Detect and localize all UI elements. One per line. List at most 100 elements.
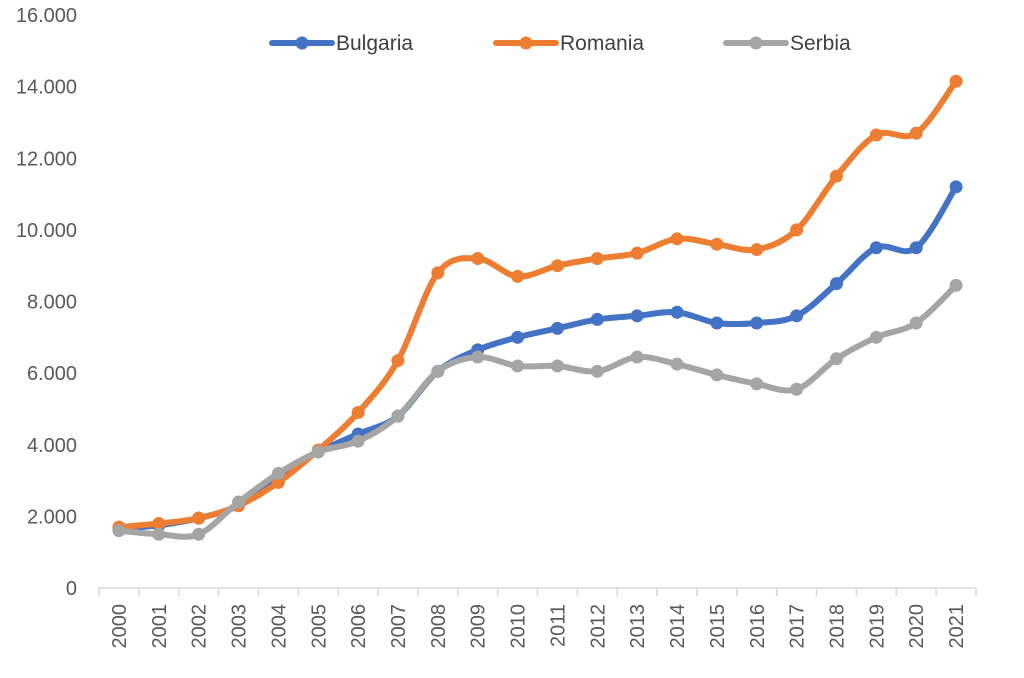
y-tick-label: 8.000: [27, 292, 77, 314]
data-point-bulgaria: [630, 309, 644, 323]
data-point-romania: [790, 223, 804, 237]
data-point-romania: [949, 74, 963, 88]
x-tick-label: 2020: [906, 604, 928, 649]
data-point-bulgaria: [670, 305, 684, 319]
data-point-serbia: [949, 278, 963, 292]
data-point-bulgaria: [750, 316, 764, 330]
data-point-serbia: [351, 434, 365, 448]
x-tick-label: 2017: [787, 604, 809, 649]
y-tick-label: 2.000: [27, 506, 77, 528]
data-point-romania: [471, 252, 485, 266]
data-point-serbia: [232, 495, 246, 509]
x-axis: 2000 2001 2002 2003 2004 2005 2006 2007 2008 2009…: [98, 587, 977, 649]
y-tick-label: 6.000: [27, 363, 77, 385]
data-point-romania: [192, 511, 206, 525]
data-point-serbia: [550, 359, 564, 373]
x-tick-label: 2011: [547, 604, 569, 647]
y-tick-label: 0: [66, 578, 77, 600]
data-point-romania: [670, 232, 684, 246]
legend: Bulgaria Romania Serbia: [269, 32, 851, 55]
y-axis: 0 2.000 4.000 6.000 8.000 10.000 12.000 14.000 1…: [16, 5, 77, 600]
legend-swatch-marker: [749, 36, 763, 50]
data-point-bulgaria: [949, 180, 963, 194]
data-point-serbia: [192, 527, 206, 541]
data-point-romania: [351, 406, 365, 420]
x-tick-label: 2000: [109, 604, 131, 649]
legend-swatch-marker: [519, 36, 533, 50]
y-tick-label: 4.000: [27, 435, 77, 457]
data-point-romania: [869, 128, 883, 142]
data-point-romania: [909, 126, 923, 140]
y-tick-label: 12.000: [16, 148, 77, 170]
data-point-romania: [590, 252, 604, 266]
data-point-serbia: [590, 364, 604, 378]
data-point-romania: [511, 269, 525, 283]
legend-swatch-marker: [295, 36, 309, 50]
data-point-bulgaria: [869, 241, 883, 255]
data-point-bulgaria: [590, 312, 604, 326]
y-tick-label: 16.000: [16, 5, 77, 27]
series-serbia: [112, 278, 963, 541]
x-tick-label: 2004: [268, 604, 290, 649]
data-point-serbia: [271, 466, 285, 480]
x-tick-label: 2002: [189, 604, 211, 649]
legend-label: Bulgaria: [336, 32, 413, 55]
data-point-bulgaria: [710, 316, 724, 330]
x-tick-label: 2019: [866, 604, 888, 649]
legend-label: Romania: [560, 32, 644, 55]
x-tick-label: 2014: [667, 604, 689, 649]
data-point-romania: [710, 237, 724, 251]
series-line-romania: [115, 78, 960, 531]
data-point-romania: [271, 475, 285, 489]
data-point-romania: [152, 517, 166, 531]
x-tick-label: 2001: [149, 604, 171, 649]
x-tick-label: 2006: [348, 604, 370, 649]
x-tick-label: 2005: [308, 604, 330, 649]
legend-item-romania: Romania: [493, 32, 644, 55]
data-point-serbia: [710, 368, 724, 382]
data-point-bulgaria: [909, 241, 923, 255]
data-point-serbia: [391, 409, 405, 423]
data-point-serbia: [471, 350, 485, 364]
y-tick-label: 14.000: [16, 77, 77, 99]
series-layer: [112, 74, 963, 541]
data-point-serbia: [431, 364, 445, 378]
data-point-serbia: [152, 527, 166, 541]
y-tick-label: 10.000: [16, 220, 77, 242]
data-point-serbia: [750, 377, 764, 391]
data-point-serbia: [909, 316, 923, 330]
x-tick-label: 2021: [946, 604, 968, 649]
data-point-romania: [391, 354, 405, 368]
data-point-serbia: [311, 445, 325, 459]
data-point-serbia: [829, 352, 843, 366]
data-point-romania: [750, 243, 764, 257]
data-point-bulgaria: [790, 309, 804, 323]
data-point-bulgaria: [511, 330, 525, 344]
data-point-serbia: [112, 524, 126, 538]
x-tick-label: 2015: [707, 604, 729, 649]
legend-label: Serbia: [790, 32, 851, 55]
data-point-romania: [829, 169, 843, 183]
x-tick-label: 2008: [428, 604, 450, 649]
data-point-serbia: [511, 359, 525, 373]
x-tick-label: 2010: [508, 604, 530, 649]
data-point-serbia: [670, 357, 684, 371]
data-point-romania: [630, 246, 644, 260]
data-point-bulgaria: [829, 277, 843, 291]
data-point-serbia: [790, 382, 804, 396]
x-tick-label: 2009: [468, 604, 490, 649]
data-point-serbia: [630, 350, 644, 364]
series-line-serbia: [115, 282, 960, 540]
x-tick-label: 2013: [627, 604, 649, 649]
data-point-bulgaria: [550, 321, 564, 335]
x-tick-label: 2007: [388, 604, 410, 649]
x-tick-label: 2003: [229, 604, 251, 649]
data-point-romania: [550, 259, 564, 273]
x-tick-label: 2018: [826, 604, 848, 649]
data-point-romania: [431, 266, 445, 280]
legend-item-serbia: Serbia: [723, 32, 851, 55]
legend-item-bulgaria: Bulgaria: [269, 32, 413, 55]
x-tick-label: 2012: [587, 604, 609, 649]
series-romania: [112, 74, 963, 534]
